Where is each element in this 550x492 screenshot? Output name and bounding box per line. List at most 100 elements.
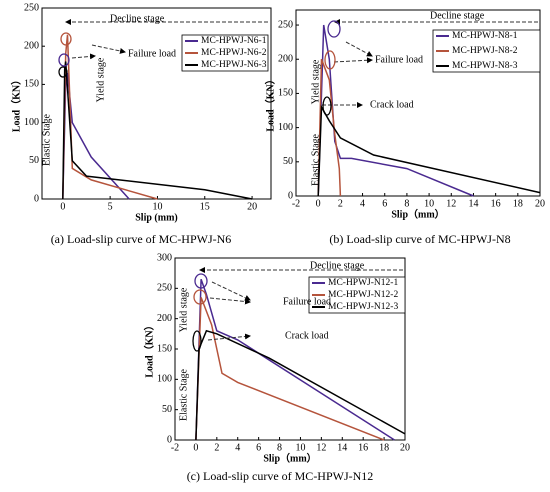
annotation: Crack load [370,99,414,110]
annotation-arrow [209,297,251,305]
highlight-ellipse [327,20,341,38]
x-axis-label: Slip（mm） [391,207,444,220]
x-tick-label: 20 [400,442,410,453]
x-tick-label: 5 [108,201,113,212]
highlight-ellipse [324,50,336,70]
annotation: Elastic Stage [178,368,189,420]
annotation: Elastic Stage [310,133,321,185]
y-tick-label: 150 [24,79,39,90]
x-tick-label: 6 [256,442,261,453]
caption: (a) Load-slip curve of MC-HPWJ-N6 [51,232,232,246]
annotation: Yield stage [178,287,189,332]
caption: (c) Load-slip curve of MC-HPWJ-N12 [187,469,374,483]
y-tick-label: 0 [167,434,172,445]
series-line [62,34,158,200]
series-line [317,58,342,197]
y-tick-label: 50 [283,156,293,167]
series-line [62,61,253,200]
series-line [317,24,474,197]
y-tick-label: 150 [157,343,172,354]
y-tick-label: 250 [24,2,39,13]
x-tick-label: 16 [491,198,501,209]
y-tick-label: 100 [278,122,293,133]
legend-label: MC-HPWJ-N8-2 [452,46,518,56]
x-tick-label: 14 [468,198,478,209]
x-tick-label: 14 [337,442,347,453]
x-tick-label: -2 [292,198,300,209]
x-tick-label: -2 [171,442,179,453]
legend-label: MC-HPWJ-N6-2 [201,48,267,58]
x-tick-label: 18 [379,442,389,453]
y-axis-label: Load（KN） [263,74,276,131]
legend-label: MC-HPWJ-N8-1 [452,31,518,41]
x-tick-label: 2 [214,442,219,453]
x-tick-label: 15 [200,201,210,212]
legend-label: MC-HPWJ-N8-3 [452,61,518,71]
y-axis-label: Load（KN） [9,75,22,132]
y-tick-label: 0 [288,190,293,201]
annotation-arrow [211,281,251,301]
annotation: Crack load [285,330,329,341]
legend-label: MC-HPWJ-N12-2 [328,290,398,300]
y-axis-label: Load（KN） [142,320,155,377]
x-tick-label: 8 [277,442,282,453]
x-tick-label: 20 [535,198,545,209]
y-tick-label: 100 [157,374,172,385]
x-axis-label: Slip (mm) [135,212,178,223]
x-tick-label: 20 [247,201,257,212]
x-tick-label: 0 [193,442,198,453]
x-tick-label: 0 [316,198,321,209]
annotation-arrow [345,41,373,57]
x-tick-label: 12 [316,442,326,453]
x-tick-label: 10 [424,198,434,209]
annotation: Failure load [128,48,176,59]
y-tick-label: 200 [157,313,172,324]
y-tick-label: 0 [34,193,39,204]
series-line [195,329,406,441]
x-tick-label: 18 [513,198,523,209]
x-tick-label: 2 [338,198,343,209]
y-tick-label: 250 [278,19,293,30]
x-tick-label: 10 [152,201,162,212]
highlight-ellipse [194,273,208,289]
y-tick-label: 300 [157,252,172,263]
annotation-arrow [91,44,126,54]
x-tick-label: 0 [60,201,65,212]
y-tick-label: 200 [24,40,39,51]
annotation-arrow [207,333,251,341]
highlight-ellipse [193,289,207,305]
y-tick-label: 100 [24,117,39,128]
annotation: Decline stage [110,13,165,24]
x-tick-label: 6 [382,198,387,209]
x-tick-label: 12 [446,198,456,209]
legend-box [432,29,541,73]
y-tick-label: 50 [29,155,39,166]
legend-label: MC-HPWJ-N6-3 [201,60,267,70]
annotation-arrow [71,53,96,60]
series-line [195,297,385,441]
y-tick-label: 50 [162,404,172,415]
highlight-ellipse [60,32,72,46]
legend-label: MC-HPWJ-N6-1 [201,36,267,46]
highlight-ellipse [58,66,68,78]
series-line [317,104,541,197]
x-tick-label: 10 [295,442,305,453]
x-axis-label: Slip（mm） [263,451,316,464]
annotation: Failure load [375,54,423,65]
annotation-arrow [333,57,373,64]
y-tick-label: 200 [278,54,293,65]
annotation: Elastic Stage [41,113,52,165]
annotation: Yield stage [95,57,106,102]
highlight-ellipse [58,53,70,67]
caption: (b) Load-slip curve of MC-HPWJ-N8 [329,232,510,246]
x-tick-label: 16 [358,442,368,453]
x-tick-label: 4 [360,198,365,209]
annotation: Decline stage [430,10,485,21]
annotation: Decline stage [310,260,365,271]
y-tick-label: 250 [157,283,172,294]
x-tick-label: 8 [404,198,409,209]
legend-label: MC-HPWJ-N12-1 [328,278,398,288]
highlight-ellipse [322,96,332,116]
legend-label: MC-HPWJ-N12-3 [328,302,398,312]
